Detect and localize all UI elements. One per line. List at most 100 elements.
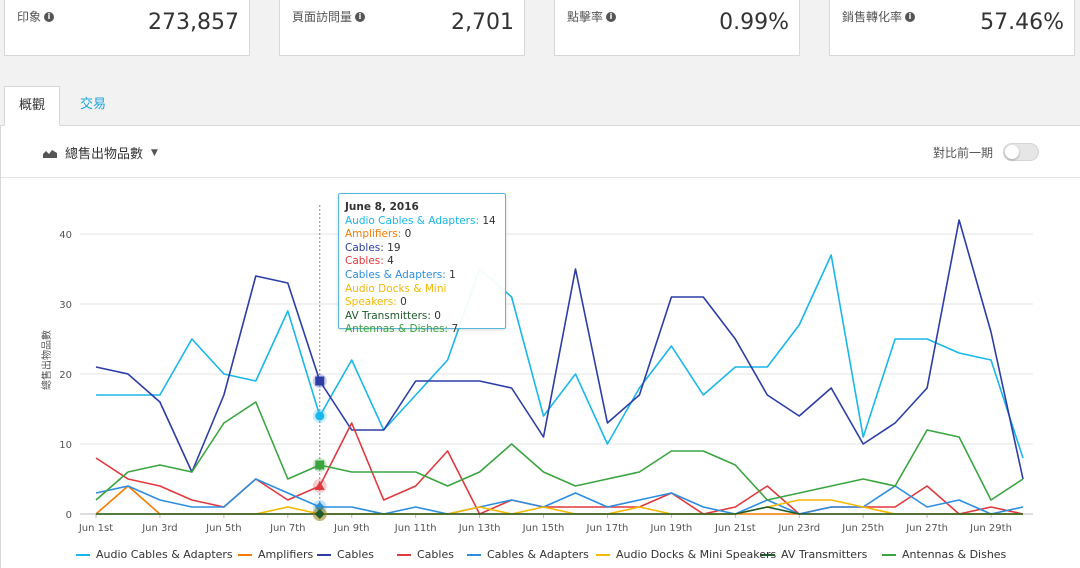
- tab-transactions[interactable]: 交易: [80, 97, 107, 112]
- x-tick-label: Jun 9th: [333, 523, 369, 534]
- series-line-4: [95, 478, 1024, 515]
- chevron-down-icon: ▼: [151, 147, 158, 158]
- legend-item[interactable]: AV Transmitters: [761, 548, 867, 561]
- x-tick-label: Jun 29th: [969, 523, 1012, 534]
- kpi-label: 點擊率: [567, 10, 604, 24]
- y-tick-label: 30: [59, 300, 72, 311]
- x-tick-label: Jun 19th: [649, 523, 692, 534]
- hover-marker: [314, 481, 325, 490]
- metric-dropdown[interactable]: 總售出物品數 ▼: [43, 143, 158, 162]
- x-tick-label: Jun 11th: [394, 523, 437, 534]
- legend-item[interactable]: Amplifiers: [238, 548, 313, 561]
- tooltip-series-value: 0: [404, 228, 412, 241]
- tooltip-series-value: 19: [387, 241, 401, 254]
- legend-swatch: [397, 553, 411, 556]
- hover-marker: [315, 411, 325, 421]
- legend-label: Cables & Adapters: [487, 548, 589, 561]
- legend-item[interactable]: Audio Cables & Adapters: [76, 548, 233, 561]
- legend-item[interactable]: Cables & Adapters: [467, 548, 589, 561]
- tab-bar: 概觀 交易: [0, 86, 1080, 126]
- legend-item[interactable]: Cables: [397, 548, 454, 561]
- legend-label: Audio Cables & Adapters: [96, 548, 233, 561]
- chart-toolbar: 總售出物品數 ▼ 對比前一期: [1, 126, 1080, 178]
- legend-swatch: [467, 553, 481, 556]
- chart-tooltip: June 8, 2016 Audio Cables & Adapters: 14…: [338, 193, 506, 335]
- tooltip-title: June 8, 2016: [345, 201, 419, 213]
- legend-swatch: [76, 553, 90, 556]
- tooltip-row: Antennas & Dishes: 7: [345, 323, 499, 337]
- y-tick-label: 10: [59, 440, 72, 451]
- tooltip-rows: Audio Cables & Adapters: 14 Amplifiers: 0…: [345, 215, 499, 337]
- legend-item[interactable]: Antennas & Dishes: [882, 548, 1006, 561]
- legend-item[interactable]: Cables: [317, 548, 374, 561]
- kpi-row: 印象 i 273,857 頁面訪問量 i 2,701 點擊率 i 0.99% 銷售轉化…: [0, 0, 1080, 60]
- tab-overview[interactable]: 概觀: [4, 86, 61, 126]
- y-axis-label: 總售出物品數: [40, 330, 53, 390]
- hover-marker: [314, 509, 325, 519]
- legend-label: Audio Docks & Mini Speakers: [616, 548, 777, 561]
- kpi-card-page-views: 頁面訪問量 i 2,701: [279, 0, 525, 56]
- series-line-0: [96, 254, 1024, 459]
- tooltip-series-name: Antennas & Dishes:: [345, 323, 452, 336]
- tooltip-row: Audio Cables & Adapters: 14: [345, 215, 499, 229]
- kpi-card-impressions: 印象 i 273,857: [4, 0, 250, 56]
- legend-label: Cables: [337, 548, 374, 561]
- x-tick-label: Jun 3rd: [141, 523, 177, 534]
- tooltip-row: Cables: 4: [345, 255, 499, 269]
- info-icon[interactable]: i: [44, 11, 55, 22]
- tooltip-row: Cables & Adapters: 1: [345, 269, 499, 283]
- tooltip-series-name: Audio Docks & Mini Speakers:: [345, 282, 447, 309]
- info-icon[interactable]: i: [606, 11, 617, 22]
- info-icon[interactable]: i: [905, 11, 916, 22]
- compare-toggle[interactable]: [1003, 143, 1039, 161]
- x-tick-label: Jun 23rd: [777, 523, 820, 534]
- x-tick-label: Jun 17th: [586, 523, 629, 534]
- legend-swatch: [761, 553, 775, 556]
- y-tick-label: 20: [59, 370, 72, 381]
- legend-swatch: [238, 553, 252, 556]
- tooltip-series-value: 7: [451, 323, 459, 336]
- legend-swatch: [596, 553, 610, 556]
- kpi-value: 273,857: [148, 10, 239, 35]
- tooltip-series-value: 0: [434, 309, 441, 322]
- toggle-knob[interactable]: [1005, 145, 1019, 159]
- tooltip-series-value: 0: [400, 296, 407, 309]
- tooltip-row: Amplifiers: 0: [345, 228, 499, 242]
- hover-marker: [314, 502, 325, 512]
- tooltip-series-name: Amplifiers:: [345, 228, 405, 241]
- tooltip-series-name: Cables:: [345, 241, 388, 254]
- kpi-value: 0.99%: [719, 10, 789, 35]
- legend-label: Cables: [417, 548, 454, 561]
- kpi-card-conversion-rate: 銷售轉化率 i 57.46%: [829, 0, 1075, 56]
- legend-item[interactable]: Audio Docks & Mini Speakers: [596, 548, 776, 561]
- y-tick-label: 40: [59, 230, 72, 241]
- tooltip-row: AV Transmitters: 0: [345, 310, 499, 324]
- x-tick-label: Jun 5th: [205, 523, 241, 534]
- kpi-value: 57.46%: [980, 10, 1064, 35]
- tooltip-series-name: Cables:: [345, 255, 388, 268]
- tooltip-series-name: Audio Cables & Adapters:: [345, 214, 483, 227]
- tooltip-series-name: AV Transmitters:: [345, 309, 435, 322]
- chart-legend: Audio Cables & Adapters Amplifiers Cables C…: [0, 548, 1080, 566]
- hover-marker: [315, 460, 325, 470]
- kpi-label: 印象: [17, 10, 42, 24]
- series-line-7: [95, 401, 1024, 501]
- kpi-label: 銷售轉化率: [842, 10, 903, 24]
- series-line-2: [95, 219, 1024, 480]
- info-icon[interactable]: i: [355, 11, 366, 22]
- x-tick-label: Jun 7th: [269, 523, 305, 534]
- tooltip-series-name: Cables & Adapters:: [345, 268, 450, 281]
- kpi-value: 2,701: [451, 10, 514, 35]
- x-tick-label: Jun 13th: [458, 523, 501, 534]
- compare-label: 對比前一期: [932, 146, 993, 160]
- x-tick-label: Jun 27th: [905, 523, 948, 534]
- legend-label: AV Transmitters: [781, 548, 868, 561]
- kpi-label: 頁面訪問量: [292, 10, 353, 24]
- tooltip-row: Cables: 19: [345, 242, 499, 256]
- metric-label: 總售出物品數: [65, 147, 144, 162]
- tooltip-series-value: 14: [482, 214, 496, 227]
- tooltip-series-value: 4: [387, 255, 394, 268]
- tooltip-series-value: 1: [449, 268, 456, 281]
- legend-label: Antennas & Dishes: [902, 548, 1007, 561]
